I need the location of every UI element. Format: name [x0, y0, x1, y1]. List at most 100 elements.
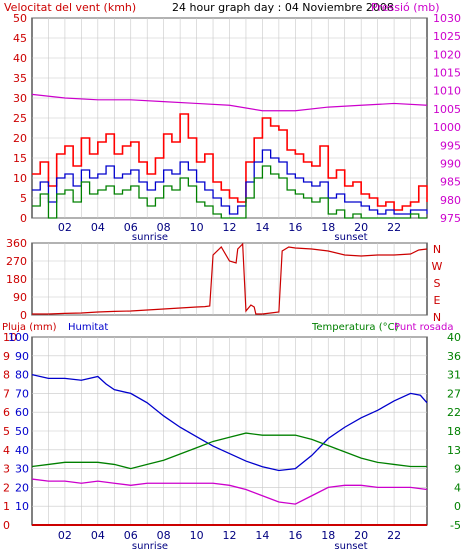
- hour-tick-label: 14: [255, 529, 269, 542]
- rain-tick: 1: [3, 500, 10, 513]
- direction-degree-tick: 270: [6, 255, 27, 268]
- temperature-tick: 4: [454, 481, 461, 494]
- hour-tick-label: 18: [321, 221, 335, 234]
- wind-speed-tick: 10: [13, 172, 27, 185]
- humidity-axis-label: Humitat: [68, 322, 108, 333]
- wind_min-line: [32, 165, 427, 219]
- hour-tick-label: 10: [190, 221, 204, 234]
- wind-speed-tick: 25: [13, 112, 27, 125]
- hour-tick-label: 22: [387, 221, 401, 234]
- pressure-tick: 1010: [433, 85, 461, 98]
- hour-tick-label: 08: [157, 529, 171, 542]
- pressure-tick: 985: [440, 176, 461, 189]
- wind-pressure-hour-labels: 02 04 06 08 10 12 14 16 18 20 22: [58, 221, 401, 234]
- rain-tick: 9: [3, 350, 10, 363]
- humidity-tick: 50: [15, 425, 29, 438]
- rain-tick: 5: [3, 425, 10, 438]
- rain-tick: 2: [3, 481, 10, 494]
- hour-tick-label: 20: [354, 529, 368, 542]
- pressure-axis-label: Pressió (mb): [371, 1, 440, 14]
- temperature-tick: 13: [447, 444, 461, 457]
- dew-point-line: [31, 478, 428, 505]
- humidity-line: [31, 373, 428, 472]
- temperature-axis-label: Temperatura (°C): [311, 322, 399, 333]
- hour-tick-label: 14: [255, 221, 269, 234]
- temperature-tick: -5: [450, 519, 461, 532]
- wind-speed-axis-label: Velocitat del vent (kmh): [4, 1, 136, 14]
- temperature-tick: 31: [447, 369, 461, 382]
- rain-tick-labels: 0 1 2 3 4 5 6 7 8 9 10: [3, 331, 17, 532]
- temperature-tick-labels: -5 0 4 9 13 18 22 27 31 36 40: [447, 331, 461, 532]
- sunrise-label-bottom: sunrise: [132, 541, 168, 552]
- humidity-tick-labels: 10 20 30 40 50 60 70 80 90 100: [8, 331, 29, 513]
- hour-tick-label: 02: [58, 221, 72, 234]
- pressure-tick: 995: [440, 139, 461, 152]
- humidity-tick: 20: [15, 481, 29, 494]
- hour-tick-label: 04: [91, 221, 105, 234]
- compass-direction-label: W: [432, 260, 443, 273]
- hour-tick-label: 16: [288, 529, 302, 542]
- wind-speed-tick: 30: [13, 92, 27, 105]
- hour-tick-label: 16: [288, 221, 302, 234]
- rain-tick: 6: [3, 406, 10, 419]
- pressure-tick: 980: [440, 194, 461, 207]
- rain-tick: 8: [3, 369, 10, 382]
- wind_avg-line: [32, 149, 428, 215]
- wind-speed-tick: 45: [13, 32, 27, 45]
- wind-direction-series: [32, 242, 428, 315]
- compass-direction-label: E: [434, 294, 441, 307]
- temperature-tick: 9: [454, 463, 461, 476]
- temperature-line: [31, 432, 427, 470]
- rain-tick: 10: [3, 331, 17, 344]
- pressure-tick: 975: [440, 212, 461, 225]
- wind-speed-tick: 15: [13, 152, 27, 165]
- pressure-tick: 1005: [433, 103, 461, 116]
- temperature-tick: 40: [447, 331, 461, 344]
- rain-tick: 3: [3, 463, 10, 476]
- pressure-tick: 1020: [433, 48, 461, 61]
- humidity-tick: 100: [8, 331, 29, 344]
- chart-title: 24 hour graph day : 04 Noviembre 2008: [172, 1, 394, 14]
- humidity-tick: 60: [15, 406, 29, 419]
- pressure-tick: 1000: [433, 121, 461, 134]
- humidity-tick: 40: [15, 444, 29, 457]
- hour-tick-label: 10: [190, 529, 204, 542]
- hour-tick-label: 20: [354, 221, 368, 234]
- hour-tick-label: 12: [223, 221, 237, 234]
- temperature-tick: 18: [447, 425, 461, 438]
- pressure-tick: 1025: [433, 30, 461, 43]
- humidity-tick: 70: [15, 387, 29, 400]
- pressure-tick: 990: [440, 157, 461, 170]
- wind-speed-tick: 20: [13, 132, 27, 145]
- hour-tick-label: 06: [124, 529, 138, 542]
- temperature-tick: 0: [454, 500, 461, 513]
- hour-tick-label: 06: [124, 221, 138, 234]
- hour-tick-label: 18: [321, 529, 335, 542]
- temperature-tick: 22: [447, 406, 461, 419]
- wind-speed-tick-labels: 0 5 10 15 20 25 30 35 40 45 50: [13, 12, 27, 225]
- dew-point-axis-label: Punt rosada: [394, 322, 453, 333]
- rain-tick: 4: [3, 444, 10, 457]
- humidity-tick: 30: [15, 463, 29, 476]
- compass-direction-label: N: [433, 243, 441, 256]
- pressure-tick-labels: 975 980 985 990 995 1000 1005 1010 1015 1020 1025 1…: [433, 12, 461, 225]
- wind-direction-line: [32, 242, 428, 315]
- direction-degree-tick: 180: [6, 273, 27, 286]
- compass-direction-label: N: [433, 311, 441, 324]
- direction-degree-tick: 360: [6, 237, 27, 250]
- rain-axis-label: Pluja (mm): [2, 322, 57, 333]
- hour-tick-label: 02: [58, 529, 72, 542]
- wind-speed-tick: 0: [20, 212, 27, 225]
- direction-degree-tick: 90: [13, 291, 27, 304]
- hour-tick-label: 12: [223, 529, 237, 542]
- gust-line: [32, 113, 428, 211]
- rain-tick: 7: [3, 387, 10, 400]
- pressure-tick: 1030: [433, 12, 461, 25]
- temperature-tick: 36: [447, 350, 461, 363]
- sunset-label-top: sunset: [334, 232, 367, 243]
